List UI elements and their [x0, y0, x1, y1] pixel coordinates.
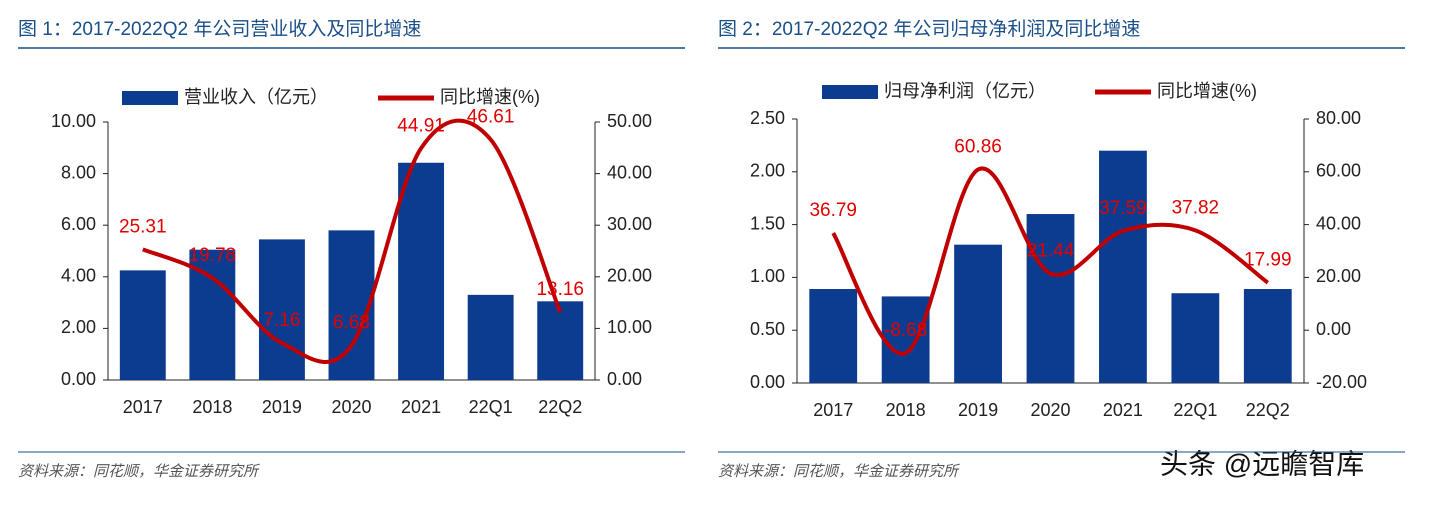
data-label: 17.99	[1244, 250, 1292, 271]
data-label: 6.68	[333, 313, 370, 334]
y-tick-label: 0.50	[750, 319, 785, 339]
x-tick-label: 2018	[192, 397, 232, 417]
bar	[1099, 150, 1147, 383]
data-label: 44.91	[397, 115, 445, 136]
y2-tick-label: 0.00	[1316, 319, 1351, 339]
x-tick-label: 2020	[331, 397, 371, 417]
y2-tick-label: 60.00	[1316, 161, 1361, 181]
legend-label: 营业收入（亿元）	[184, 87, 328, 107]
watermark: 头条 @远瞻智库	[1160, 448, 1364, 479]
data-label: 13.16	[536, 279, 584, 300]
y-tick-label: 4.00	[61, 266, 96, 286]
y-tick-label: 6.00	[61, 214, 96, 234]
y2-tick-label: 10.00	[607, 317, 652, 337]
bar	[258, 239, 305, 380]
legend-label: 归母净利润（亿元）	[884, 81, 1046, 101]
x-tick-label: 2017	[813, 400, 853, 420]
chart-title: 图 2：2017-2022Q2 年公司归母净利润及同比增速	[718, 18, 1140, 40]
bar	[328, 230, 375, 380]
bar	[954, 244, 1002, 383]
y-tick-label: 10.00	[51, 111, 96, 131]
bar	[1171, 293, 1220, 383]
line	[831, 166, 1269, 356]
chart-title: 图 1：2017-2022Q2 年公司营业收入及同比增速	[18, 18, 421, 40]
y2-tick-label: 30.00	[607, 214, 652, 234]
y-tick-label: 2.00	[750, 161, 785, 181]
y-tick-label: 8.00	[61, 162, 96, 182]
data-label: 25.31	[119, 216, 167, 237]
data-label: 60.86	[954, 137, 1002, 158]
y2-tick-label: 50.00	[607, 111, 652, 131]
bar	[467, 294, 514, 380]
y-tick-label: 0.00	[61, 369, 96, 389]
x-tick-label: 2020	[1030, 400, 1070, 420]
y2-tick-label: 80.00	[1316, 108, 1361, 128]
y2-tick-label: 40.00	[1316, 213, 1361, 233]
y2-tick-label: 20.00	[1316, 266, 1361, 286]
x-tick-label: 2021	[401, 397, 441, 417]
y2-tick-label: -20.00	[1316, 372, 1367, 392]
x-tick-label: 2018	[886, 400, 926, 420]
y-tick-label: 1.00	[750, 266, 785, 286]
y-tick-label: 2.50	[750, 108, 785, 128]
data-label: 21.44	[1027, 241, 1075, 262]
bar	[881, 296, 930, 383]
x-tick-label: 2019	[262, 397, 302, 417]
data-label: 19.78	[189, 245, 237, 266]
bar	[537, 301, 584, 380]
line	[142, 118, 563, 364]
y-tick-label: 2.00	[61, 317, 96, 337]
x-tick-label: 22Q1	[469, 397, 513, 417]
bar	[809, 289, 858, 383]
y2-tick-label: 40.00	[607, 162, 652, 182]
x-tick-label: 22Q1	[1173, 400, 1217, 420]
x-tick-label: 2019	[958, 400, 998, 420]
y2-tick-label: 20.00	[607, 266, 652, 286]
y2-tick-label: 0.00	[607, 369, 642, 389]
legend-swatch	[822, 85, 878, 99]
bar	[398, 162, 445, 380]
bar	[1243, 289, 1292, 383]
y-tick-label: 0.00	[750, 372, 785, 392]
legend-swatch	[122, 91, 178, 105]
data-label: 37.82	[1172, 197, 1220, 218]
data-label: 7.16	[263, 310, 300, 331]
bar	[119, 270, 166, 380]
data-label: 36.79	[809, 200, 857, 221]
x-tick-label: 2017	[123, 397, 163, 417]
source: 资料来源：同花顺，华金证券研究所	[718, 463, 960, 480]
y-tick-label: 1.50	[750, 213, 785, 233]
data-label: 37.59	[1099, 198, 1147, 219]
bar	[1026, 214, 1075, 383]
legend-label: 同比增速(%)	[440, 87, 540, 107]
legend-label: 同比增速(%)	[1157, 81, 1257, 101]
source: 资料来源：同花顺，华金证券研究所	[18, 463, 260, 480]
data-label: 46.61	[467, 107, 515, 128]
x-tick-label: 22Q2	[538, 397, 582, 417]
data-label: -8.68	[884, 320, 927, 341]
x-tick-label: 2021	[1103, 400, 1143, 420]
x-tick-label: 22Q2	[1246, 400, 1290, 420]
